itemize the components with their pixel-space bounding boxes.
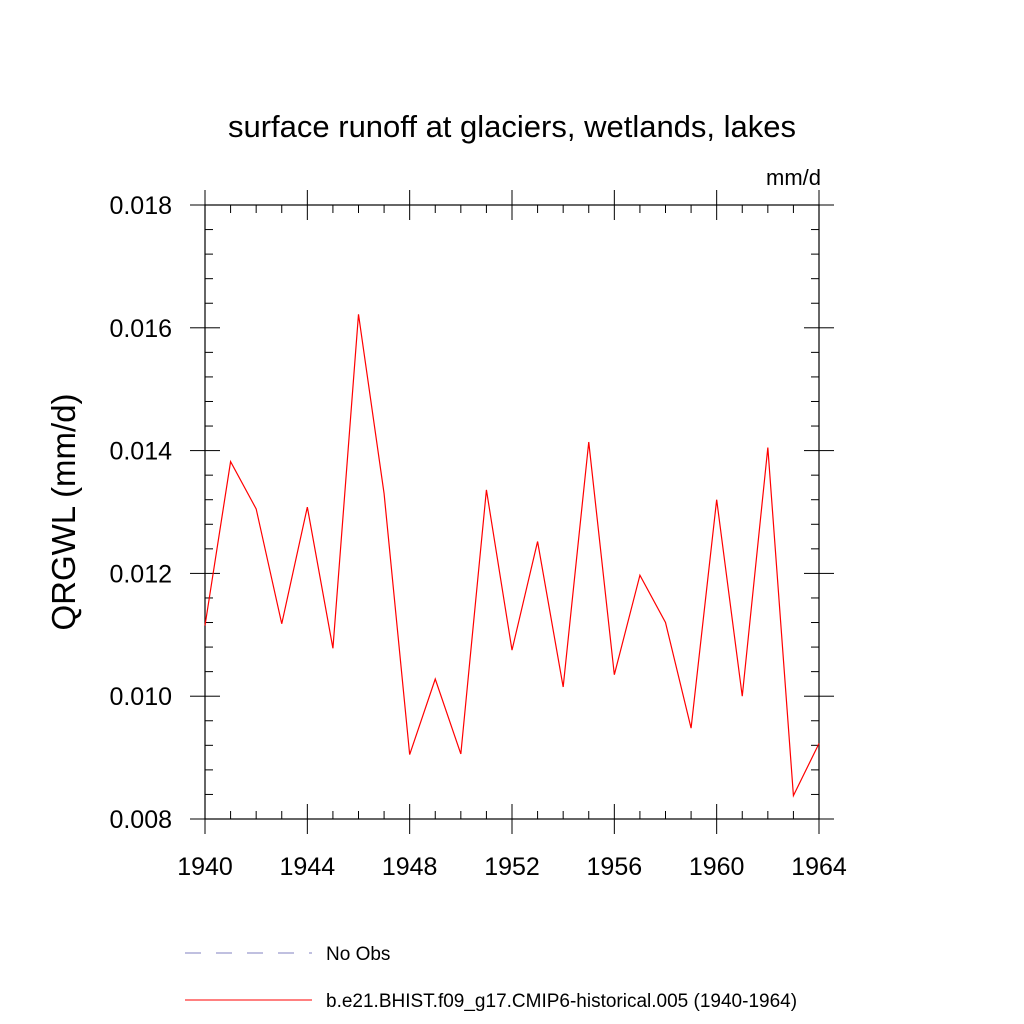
- legend: No Obs b.e21.BHIST.f09_g17.CMIP6-historic…: [185, 944, 797, 1012]
- x-tick-label: 1940: [177, 853, 233, 881]
- units-label: mm/d: [766, 165, 821, 190]
- x-tick-label: 1956: [587, 853, 643, 881]
- y-axis-label: QRGWL (mm/d): [45, 393, 82, 630]
- axis-ticks: [190, 190, 834, 834]
- legend-label: b.e21.BHIST.f09_g17.CMIP6-historical.005…: [326, 991, 797, 1012]
- x-tick-label: 1948: [382, 853, 438, 881]
- x-tick-label: 1960: [689, 853, 745, 881]
- y-tick-label: 0.012: [109, 560, 172, 588]
- series-layer: [204, 314, 820, 798]
- x-tick-label: 1964: [791, 853, 847, 881]
- series-line: [204, 314, 820, 798]
- legend-label: No Obs: [326, 944, 390, 965]
- y-tick-label: 0.014: [109, 438, 172, 466]
- y-tick-label: 0.008: [109, 806, 172, 834]
- plot-frame: [204, 204, 820, 820]
- chart-title: surface runoff at glaciers, wetlands, la…: [228, 109, 796, 144]
- x-tick-label: 1952: [484, 853, 540, 881]
- y-tick-label: 0.018: [109, 192, 172, 220]
- y-tick-label: 0.016: [109, 315, 172, 343]
- tick-labels: 1940 1944 1948 1952 1956 1960 1964 0.008 0.010 0.…: [109, 192, 846, 881]
- x-tick-label: 1944: [280, 853, 336, 881]
- y-tick-label: 0.010: [109, 683, 172, 711]
